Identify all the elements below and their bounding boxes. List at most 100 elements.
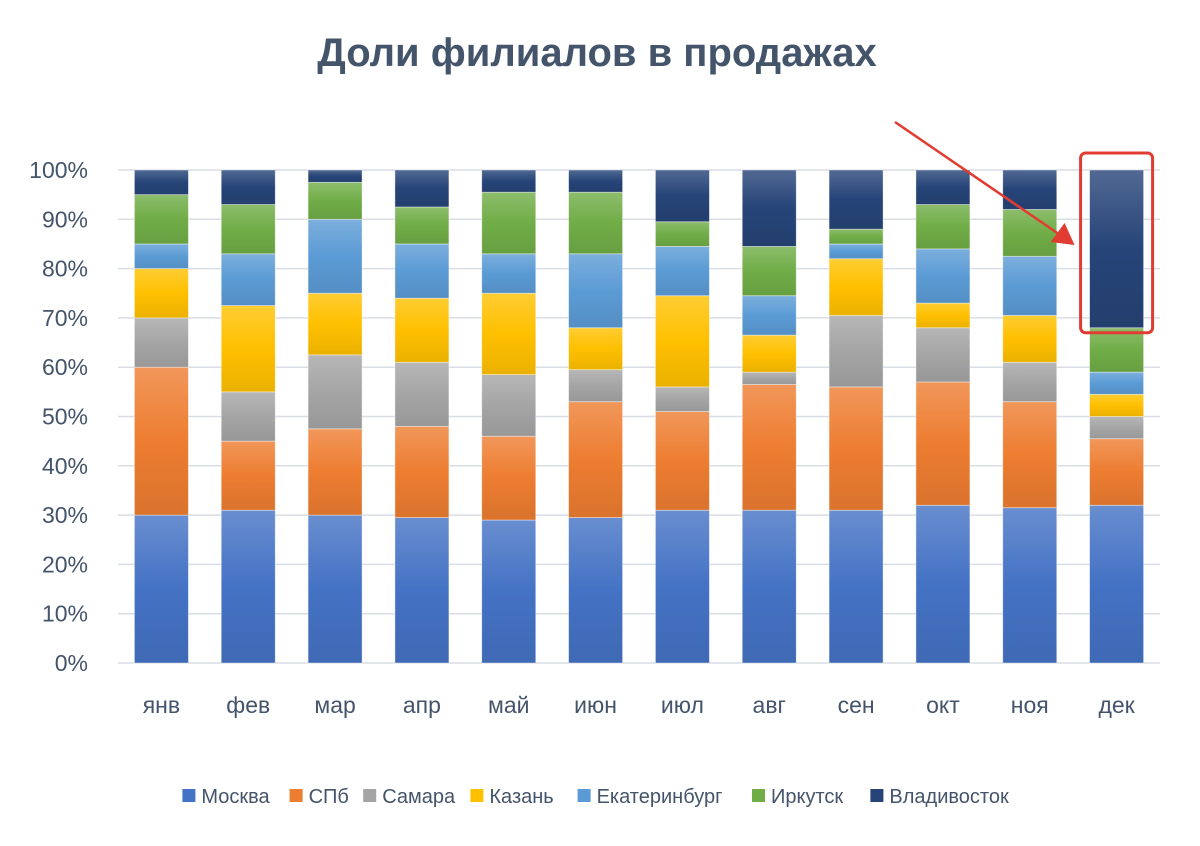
y-tick-label: 0%	[55, 650, 88, 676]
legend-swatch	[577, 789, 591, 802]
legend-label: СПб	[309, 786, 349, 808]
legend-label: Иркутск	[771, 786, 843, 808]
bar-segment-Екатеринбург-июн	[568, 253, 623, 329]
bar-segment-Иркутск-мар	[307, 181, 363, 220]
bar-segment-Екатеринбург-апр	[394, 243, 450, 299]
bar-segment-Самара-апр	[394, 361, 450, 427]
bar-segment-Москва-мар	[307, 514, 363, 664]
bar-segment-Казань-окт	[915, 302, 971, 329]
x-tick-label: фев	[226, 692, 270, 718]
bar-segment-Москва-июн	[568, 517, 623, 664]
bar-segment-Иркутск-апр	[394, 206, 450, 245]
bar-segment-Екатеринбург-июл	[655, 246, 710, 297]
bar-segment-Екатеринбург-окт	[915, 248, 971, 304]
legend-label: Москва	[201, 786, 270, 808]
bar-segment-Казань-сен	[828, 258, 884, 316]
bar-segment-СПб-ноя	[1002, 401, 1058, 509]
x-tick-label: июн	[574, 692, 617, 718]
bar-segment-Казань-фев	[220, 305, 276, 393]
bar-segment-СПб-мар	[307, 428, 363, 516]
arrow-head-icon	[1050, 223, 1075, 245]
bar-segment-Екатеринбург-мар	[307, 218, 363, 294]
bar-segment-Екатеринбург-фев	[220, 253, 276, 306]
bar-segment-Казань-авг	[741, 334, 797, 373]
bar-segment-Самара-май	[481, 374, 537, 437]
annotation-arrow	[894, 120, 1066, 240]
legend-item: Иркутск	[752, 786, 843, 808]
legend-swatch	[289, 789, 303, 802]
bar-segment-Самара-июн	[568, 369, 623, 403]
legend: Москва СПб Самара Казань Екатеринбург Иркутск…	[182, 786, 1009, 808]
bar-segment-Москва-май	[481, 519, 537, 664]
bar-segment-Казань-май	[481, 292, 537, 375]
bar-segment-Самара-окт	[915, 327, 971, 383]
bar-segment-Казань-июл	[655, 295, 710, 388]
bar-segment-Самара-дек	[1089, 416, 1144, 440]
y-tick-label: 60%	[42, 354, 88, 380]
y-tick-label: 90%	[42, 206, 88, 232]
bar-segment-СПб-апр	[394, 425, 450, 518]
x-tick-label: дек	[1098, 692, 1135, 718]
y-tick-label: 70%	[42, 305, 88, 331]
bar-segment-Казань-июн	[568, 327, 623, 371]
bar-segment-Москва-фев	[220, 509, 276, 664]
bar-segment-Владивосток-сен	[828, 169, 884, 230]
bar-segment-СПб-июн	[568, 401, 623, 518]
y-tick-label: 10%	[42, 601, 88, 627]
x-tick-label: июл	[661, 692, 704, 718]
bar-segment-СПб-фев	[220, 440, 276, 511]
bar-segment-Москва-июл	[655, 509, 710, 664]
annotation	[894, 120, 1155, 335]
legend-swatch	[182, 789, 196, 802]
bar-segment-Казань-апр	[394, 297, 450, 363]
x-tick-label: сен	[838, 692, 875, 718]
y-tick-label: 20%	[42, 551, 88, 577]
bar-segment-Владивосток-май	[481, 169, 537, 193]
legend-swatch	[870, 789, 884, 802]
bar-segment-Самара-янв	[134, 317, 189, 368]
legend-swatch	[470, 789, 484, 802]
x-tick-label: окт	[926, 692, 960, 718]
bar-segment-Екатеринбург-ноя	[1002, 255, 1058, 316]
legend-swatch	[752, 789, 765, 802]
bar-segment-Владивосток-дек	[1089, 169, 1144, 329]
bars	[134, 169, 1144, 664]
bar-segment-СПб-дек	[1089, 438, 1144, 506]
y-tick-label: 50%	[42, 404, 88, 430]
bar-segment-Москва-авг	[741, 509, 797, 664]
bar-segment-Москва-апр	[394, 517, 450, 664]
y-axis: 0% 10% 20% 30% 40% 50% 60% 70% 80% 90% 100%	[29, 157, 88, 676]
bar-segment-Москва-окт	[915, 504, 971, 664]
x-tick-label: янв	[143, 692, 180, 718]
bar-segment-СПб-авг	[741, 384, 797, 511]
highlight-box	[1079, 151, 1155, 335]
legend-item: Самара	[363, 786, 456, 808]
bar-segment-Иркутск-янв	[134, 194, 189, 245]
bar-segment-Самара-ноя	[1002, 361, 1058, 403]
bar-segment-Москва-сен	[828, 509, 884, 664]
bar-segment-Москва-дек	[1089, 504, 1144, 664]
bar-segment-Казань-янв	[134, 268, 189, 319]
bar-segment-Самара-июл	[655, 386, 710, 412]
bar-segment-Екатеринбург-сен	[828, 243, 884, 260]
bar-segment-Казань-дек	[1089, 393, 1144, 417]
legend-swatch	[363, 789, 377, 802]
bar-segment-Казань-ноя	[1002, 315, 1058, 363]
bar-segment-Иркутск-сен	[828, 228, 884, 245]
bar-segment-Иркутск-июн	[568, 191, 623, 255]
legend-item: Казань	[470, 786, 554, 808]
x-tick-label: апр	[403, 692, 441, 718]
bar-segment-Иркутск-дек	[1089, 327, 1144, 373]
bar-segment-Самара-сен	[828, 315, 884, 388]
bar-segment-Иркутск-ноя	[1002, 209, 1058, 257]
bar-segment-Иркутск-июл	[655, 221, 710, 247]
bar-segment-Екатеринбург-янв	[134, 243, 189, 269]
bar-segment-Владивосток-фев	[220, 169, 276, 205]
x-tick-label: ноя	[1011, 692, 1049, 718]
y-tick-label: 40%	[42, 453, 88, 479]
bar-segment-Владивосток-июл	[655, 169, 710, 223]
bar-segment-Владивосток-апр	[394, 169, 450, 208]
x-tick-label: май	[488, 692, 529, 718]
legend-label: Екатеринбург	[597, 786, 723, 808]
